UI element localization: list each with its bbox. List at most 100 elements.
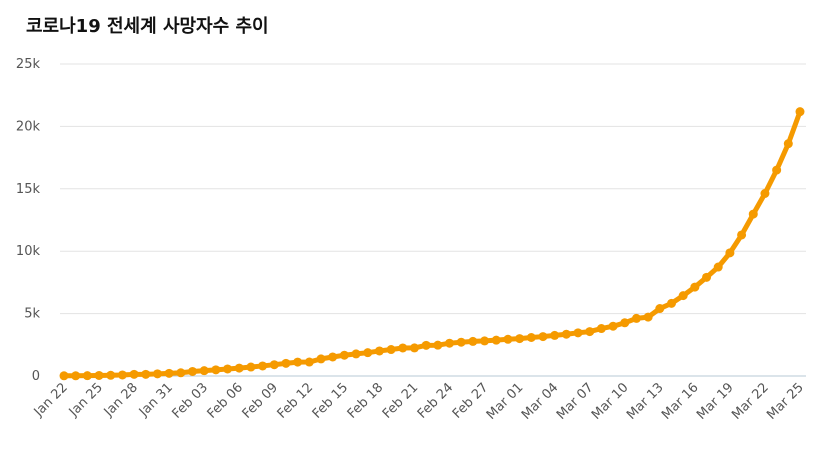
x-tick-label: Jan 22 <box>31 380 71 420</box>
data-point <box>152 369 162 379</box>
x-tick-label: Feb 24 <box>415 380 457 422</box>
data-point <box>59 371 69 381</box>
data-point <box>585 327 595 337</box>
data-point <box>374 346 384 356</box>
data-point <box>281 358 291 368</box>
data-point <box>82 371 92 381</box>
data-point <box>515 334 525 344</box>
data-point <box>211 365 221 375</box>
data-point <box>666 298 676 308</box>
data-point <box>433 340 443 350</box>
data-point <box>269 360 279 370</box>
x-tick-label: Mar 07 <box>554 380 597 423</box>
data-point <box>538 332 548 342</box>
data-point <box>608 321 618 331</box>
x-tick-label: Mar 16 <box>659 380 702 423</box>
y-tick-label: 10k <box>16 244 41 259</box>
data-point <box>783 139 793 149</box>
data-point <box>573 328 583 338</box>
data-point <box>620 318 630 328</box>
data-point <box>760 189 770 199</box>
data-point <box>258 361 268 371</box>
data-point <box>503 334 513 344</box>
data-point <box>94 370 104 380</box>
data-point <box>550 330 560 340</box>
x-tick-label: Feb 18 <box>345 380 387 422</box>
data-point <box>737 230 747 240</box>
y-tick-label: 25k <box>16 57 41 72</box>
data-point <box>129 369 139 379</box>
y-tick-label: 20k <box>16 119 41 134</box>
x-tick-label: Mar 10 <box>589 380 632 423</box>
data-point <box>223 364 233 374</box>
x-tick-label: Mar 19 <box>694 380 737 423</box>
data-point <box>690 282 700 292</box>
data-point <box>71 371 81 381</box>
data-point <box>702 272 712 282</box>
data-point <box>199 366 209 376</box>
x-tick-label: Feb 03 <box>170 380 212 422</box>
y-tick-label: 5k <box>24 307 40 322</box>
data-point <box>117 370 127 380</box>
x-tick-label: Jan 25 <box>66 380 106 420</box>
data-point <box>480 336 490 346</box>
data-point <box>409 343 419 353</box>
data-point <box>234 363 244 373</box>
data-point <box>188 366 198 376</box>
data-point <box>164 368 174 378</box>
data-point <box>304 357 314 367</box>
x-tick-label: Mar 13 <box>624 380 667 423</box>
data-point <box>643 312 653 322</box>
x-tick-label: Jan 31 <box>136 380 176 420</box>
data-point <box>491 335 501 345</box>
data-point <box>141 369 151 379</box>
data-point <box>316 354 326 364</box>
x-tick-label: Mar 22 <box>729 380 772 423</box>
data-point <box>176 368 186 378</box>
data-point <box>631 313 641 323</box>
y-tick-label: 0 <box>32 369 40 384</box>
chart-title: 코로나19 전세계 사망자수 추이 <box>26 16 269 37</box>
x-tick-label: Feb 27 <box>450 380 492 422</box>
x-tick-label: Feb 09 <box>240 380 282 422</box>
x-tick-label: Feb 15 <box>310 380 352 422</box>
data-point <box>725 248 735 258</box>
x-tick-label: Mar 01 <box>484 380 527 423</box>
gridlines <box>60 63 806 377</box>
data-point <box>678 291 688 301</box>
data-point <box>655 304 665 314</box>
data-point <box>106 370 116 380</box>
y-tick-label: 15k <box>16 182 41 197</box>
x-tick-label: Jan 28 <box>101 380 141 420</box>
data-point <box>748 209 758 219</box>
data-point <box>526 332 536 342</box>
data-point <box>468 336 478 346</box>
x-tick-label: Feb 06 <box>205 380 247 422</box>
data-point <box>456 337 466 347</box>
data-point <box>293 357 303 367</box>
x-tick-label: Mar 25 <box>764 380 807 423</box>
x-tick-label: Mar 04 <box>519 380 562 423</box>
data-point <box>561 329 571 339</box>
data-point <box>421 340 431 350</box>
data-point <box>351 349 361 359</box>
y-axis-labels: 0 5k 10k 15k 20k 25k <box>16 57 41 384</box>
data-point <box>596 324 606 334</box>
data-point <box>398 343 408 353</box>
data-point <box>772 165 782 175</box>
data-point <box>713 262 723 272</box>
x-tick-label: Feb 12 <box>275 380 317 422</box>
series-deaths <box>61 109 803 379</box>
data-point <box>246 362 256 372</box>
data-point <box>363 348 373 358</box>
data-points <box>59 107 805 381</box>
data-point <box>386 345 396 355</box>
series-line <box>61 109 803 379</box>
data-point <box>339 350 349 360</box>
x-tick-label: Feb 21 <box>380 380 422 422</box>
data-point <box>795 107 805 117</box>
data-point <box>328 352 338 362</box>
